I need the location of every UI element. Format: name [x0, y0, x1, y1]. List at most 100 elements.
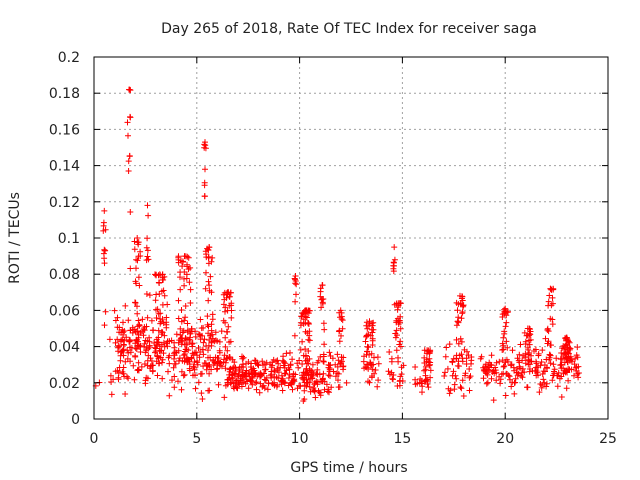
data-point [243, 370, 250, 377]
data-point [288, 379, 295, 386]
data-point [206, 363, 213, 370]
data-point [397, 343, 404, 350]
data-point [574, 371, 581, 377]
data-point [462, 370, 469, 377]
data-point [301, 387, 308, 394]
data-point [144, 357, 151, 364]
data-point [521, 369, 528, 376]
data-point [547, 342, 554, 348]
data-point [547, 360, 554, 367]
data-point [306, 366, 313, 373]
data-point [549, 321, 556, 328]
data-point [102, 308, 109, 315]
data-point [483, 380, 490, 387]
data-point [134, 310, 141, 317]
data-point [508, 361, 515, 368]
data-point [500, 363, 507, 370]
data-point [490, 397, 497, 404]
data-point [153, 315, 160, 321]
data-point [310, 387, 317, 393]
tick-layer: 0 0.02 0.04 0.06 0.08 0.1 0.12 0.14 0.16 0.18 0.2 0… [49, 50, 617, 447]
data-point [186, 279, 193, 286]
data-point [554, 383, 561, 390]
data-point [175, 297, 182, 304]
data-point [392, 334, 399, 341]
data-point [207, 332, 214, 339]
data-point [200, 363, 207, 370]
data-point [457, 292, 463, 299]
data-point [452, 372, 459, 379]
data-point [259, 358, 266, 365]
data-point [130, 362, 137, 369]
data-point [501, 328, 508, 335]
data-point [575, 363, 582, 370]
data-point [214, 365, 221, 372]
data-point [395, 321, 402, 327]
data-point [224, 347, 231, 354]
data-point [493, 377, 500, 384]
data-point [499, 340, 506, 347]
data-point [175, 339, 182, 346]
data-point [127, 113, 133, 120]
data-point [228, 307, 235, 314]
data-point [564, 356, 571, 363]
data-point [190, 352, 197, 358]
data-point [463, 355, 470, 362]
data-point [419, 389, 425, 396]
data-point [326, 368, 333, 375]
data-point [502, 323, 509, 330]
data-point [318, 304, 325, 311]
data-point [144, 235, 151, 242]
data-point [182, 303, 189, 309]
data-point [172, 360, 179, 367]
data-point [271, 373, 278, 380]
data-point [101, 322, 108, 329]
data-point [175, 315, 182, 322]
data-point [324, 388, 331, 395]
data-point [114, 344, 121, 351]
data-point [273, 358, 280, 365]
data-point [222, 343, 229, 350]
data-point [114, 314, 121, 321]
data-point [281, 380, 288, 387]
data-point [562, 349, 569, 356]
data-point [227, 380, 234, 387]
data-point [525, 361, 532, 368]
data-point [539, 371, 546, 377]
y-tick-label: 0.18 [49, 86, 80, 102]
data-point [166, 352, 173, 359]
data-point [305, 321, 312, 327]
data-point [368, 350, 375, 357]
data-point [388, 358, 395, 365]
data-point [425, 384, 432, 391]
data-point [421, 367, 428, 374]
data-point [536, 389, 543, 396]
data-point [560, 343, 567, 350]
data-point [317, 353, 324, 360]
data-point [247, 364, 254, 370]
data-point [455, 340, 462, 347]
data-point [309, 361, 316, 368]
data-point [155, 327, 162, 334]
data-point [454, 362, 461, 369]
data-point [538, 384, 545, 391]
data-point [135, 331, 142, 338]
x-tick-label: 25 [599, 431, 617, 447]
data-point [422, 378, 429, 384]
data-point [200, 324, 207, 331]
data-point [325, 364, 332, 371]
data-point [326, 349, 333, 356]
data-point [544, 325, 551, 332]
data-point [321, 341, 328, 348]
data-point [141, 327, 148, 334]
data-point [246, 373, 253, 380]
data-point [255, 362, 262, 369]
data-point [131, 376, 138, 383]
data-point [205, 260, 212, 267]
data-point [533, 367, 540, 374]
data-point [178, 318, 185, 325]
data-point [327, 353, 334, 359]
data-point [179, 263, 186, 270]
data-point [427, 374, 434, 381]
data-point [500, 346, 507, 353]
